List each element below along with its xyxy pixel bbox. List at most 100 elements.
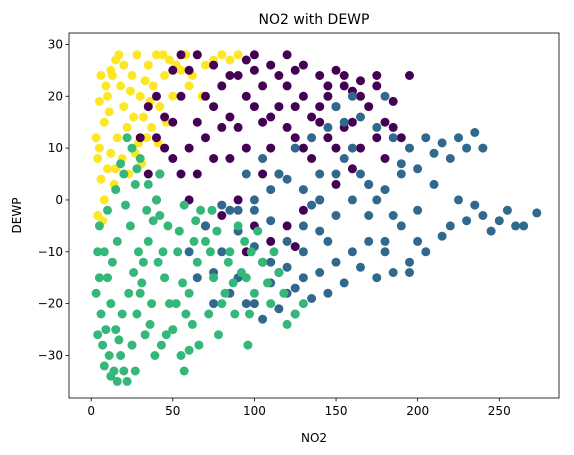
data-point	[290, 102, 300, 112]
data-point	[101, 81, 111, 91]
data-point	[282, 50, 292, 60]
data-point	[298, 221, 308, 231]
data-point	[116, 159, 126, 169]
data-point	[140, 76, 150, 86]
data-point	[124, 288, 134, 298]
data-point	[94, 96, 104, 106]
data-point	[315, 226, 325, 236]
data-point	[99, 117, 109, 127]
data-point	[184, 143, 194, 153]
data-point	[106, 299, 116, 309]
data-point	[249, 50, 259, 60]
data-point	[266, 143, 276, 153]
data-point	[245, 309, 254, 319]
data-point	[228, 278, 238, 288]
data-point	[253, 226, 263, 236]
data-point	[106, 371, 116, 381]
points-layer	[91, 50, 542, 386]
data-point	[217, 50, 227, 60]
data-point	[339, 117, 349, 127]
data-point	[158, 50, 168, 60]
data-point	[155, 211, 165, 220]
x-tick-label: 250	[488, 404, 511, 418]
data-point	[241, 143, 251, 153]
data-point	[233, 71, 243, 80]
data-point	[155, 169, 165, 179]
data-point	[125, 221, 135, 231]
data-point	[266, 185, 276, 195]
axes-frame	[68, 32, 560, 399]
chart-title: NO2 with DEWP	[259, 12, 370, 28]
data-point	[372, 195, 382, 205]
data-point	[282, 236, 292, 246]
data-point	[519, 221, 529, 231]
y-tick-label: 30	[48, 37, 63, 51]
data-point	[331, 65, 341, 75]
data-point	[413, 236, 423, 246]
data-point	[380, 154, 390, 163]
y-tick-label: 20	[48, 89, 63, 103]
data-point	[266, 216, 276, 226]
data-point	[112, 376, 122, 386]
data-point	[315, 117, 325, 127]
data-point	[152, 91, 161, 101]
x-tick-label: 100	[243, 404, 266, 418]
data-point	[421, 247, 431, 257]
y-axis-ticks: −30 −20 −10 0 10 20 30	[38, 37, 69, 362]
data-point	[298, 91, 308, 101]
data-point	[96, 71, 106, 80]
data-point	[209, 154, 219, 163]
data-point	[233, 221, 243, 231]
data-point	[478, 211, 488, 220]
data-point	[174, 226, 184, 236]
data-point	[405, 143, 414, 153]
data-point	[103, 205, 112, 215]
data-point	[290, 143, 300, 153]
data-point	[307, 200, 317, 210]
data-point	[388, 133, 398, 143]
data-point	[117, 309, 127, 319]
data-point	[194, 340, 204, 350]
data-point	[156, 340, 166, 350]
data-point	[209, 273, 219, 283]
data-point	[135, 288, 145, 298]
data-point	[99, 195, 109, 205]
data-point	[212, 226, 222, 236]
data-point	[462, 216, 472, 226]
data-point	[364, 236, 374, 246]
data-point	[158, 247, 168, 257]
data-point	[462, 143, 472, 153]
data-point	[217, 247, 227, 257]
data-point	[258, 257, 268, 267]
data-point	[168, 154, 178, 163]
data-point	[122, 122, 132, 132]
data-point	[298, 143, 308, 153]
data-point	[225, 71, 235, 80]
data-point	[196, 205, 206, 215]
data-point	[315, 102, 325, 112]
data-point	[470, 128, 480, 137]
data-point	[176, 91, 186, 101]
data-point	[143, 169, 153, 179]
data-point	[241, 299, 251, 309]
data-point	[192, 50, 202, 60]
data-point	[331, 169, 341, 179]
data-point	[347, 195, 357, 205]
data-point	[179, 200, 189, 210]
x-axis-ticks: 0 50 100 150 200 250	[87, 398, 511, 418]
data-point	[132, 50, 142, 60]
data-point	[107, 71, 117, 80]
data-point	[143, 60, 153, 70]
data-point	[445, 154, 455, 163]
data-point	[93, 211, 103, 220]
data-point	[454, 195, 463, 205]
data-point	[184, 65, 194, 75]
data-point	[225, 154, 235, 163]
data-point	[274, 169, 284, 179]
x-axis-label: NO2	[301, 431, 327, 445]
data-point	[130, 179, 140, 189]
data-point	[217, 122, 227, 132]
data-point	[112, 133, 122, 143]
data-point	[347, 117, 357, 127]
data-point	[191, 216, 201, 226]
